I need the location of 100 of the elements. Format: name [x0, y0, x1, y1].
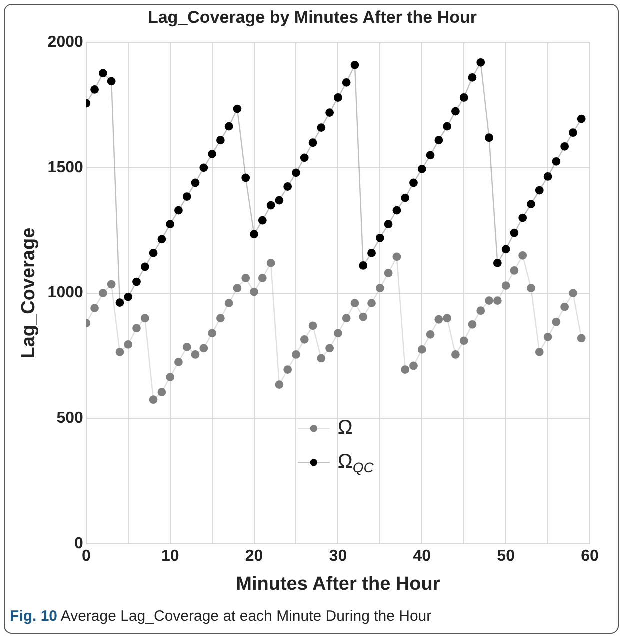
- point: [149, 396, 158, 404]
- point: [98, 289, 108, 298]
- point: [292, 350, 300, 359]
- point: [182, 343, 192, 352]
- x-tick-label: 40: [413, 548, 432, 566]
- point: [116, 298, 124, 308]
- point: [158, 235, 166, 244]
- point: [368, 299, 376, 308]
- y-tick-label: 1500: [48, 159, 84, 176]
- point: [300, 154, 309, 162]
- point: [443, 314, 452, 323]
- point: [275, 196, 284, 205]
- point: [577, 114, 586, 124]
- x-tick-label: 10: [161, 548, 180, 566]
- point: [200, 164, 208, 172]
- point: [401, 366, 410, 374]
- x-axis-title: Minutes After the Hour: [236, 574, 441, 595]
- point: [544, 332, 552, 342]
- point: [90, 304, 99, 313]
- x-tick-label: 50: [497, 548, 516, 566]
- point: [401, 194, 410, 202]
- point: [140, 262, 150, 272]
- point: [392, 206, 402, 215]
- point: [350, 60, 360, 70]
- point: [191, 178, 200, 188]
- point: [182, 192, 192, 201]
- point: [434, 136, 444, 145]
- point: [502, 282, 510, 290]
- point: [191, 350, 200, 359]
- point: [107, 280, 116, 289]
- point: [376, 234, 384, 242]
- x-tick-label: 60: [581, 548, 599, 566]
- point: [434, 315, 444, 324]
- point: [334, 94, 342, 102]
- point: [368, 248, 376, 258]
- point: [518, 214, 528, 222]
- point: [376, 284, 384, 292]
- point: [392, 252, 402, 262]
- point: [510, 228, 519, 238]
- point: [476, 58, 486, 67]
- point: [284, 366, 292, 374]
- point: [527, 200, 536, 208]
- point: [485, 134, 494, 142]
- point: [300, 335, 309, 344]
- y-axis-title: Lag_Coverage: [18, 228, 40, 359]
- point: [224, 122, 234, 131]
- x-tick-label: 20: [245, 548, 264, 566]
- point: [250, 288, 258, 296]
- point: [544, 172, 552, 181]
- point: [242, 174, 250, 182]
- point: [250, 230, 258, 239]
- point: [158, 388, 166, 397]
- point: [317, 124, 326, 132]
- point: [292, 168, 300, 178]
- point: [384, 220, 393, 229]
- point: [124, 292, 133, 302]
- point: [410, 178, 418, 188]
- point: [359, 262, 368, 270]
- point: [132, 324, 141, 333]
- point: [166, 220, 175, 229]
- point: [174, 358, 183, 366]
- point: [426, 151, 435, 160]
- point: [208, 150, 216, 158]
- point: [98, 69, 108, 78]
- point: [326, 108, 334, 117]
- point: [552, 318, 561, 326]
- point: [275, 380, 284, 390]
- y-tick-label: 1000: [48, 284, 84, 302]
- point: [140, 314, 150, 323]
- point: [284, 182, 292, 191]
- point: [577, 334, 586, 343]
- point: [308, 322, 318, 330]
- point: [174, 206, 183, 215]
- point: [426, 330, 435, 339]
- point: [476, 306, 486, 316]
- point: [493, 296, 502, 306]
- point: [132, 278, 141, 286]
- chart-title: Lag_Coverage by Minutes After the Hour: [146, 8, 478, 28]
- point: [308, 138, 318, 148]
- point: [535, 348, 544, 356]
- point: [510, 266, 519, 275]
- point: [418, 165, 426, 174]
- point: [107, 77, 116, 86]
- point: [342, 314, 351, 323]
- point: [90, 86, 99, 94]
- point: [342, 78, 351, 87]
- point: [359, 312, 368, 322]
- point: [350, 299, 360, 308]
- point: [149, 248, 158, 258]
- point: [258, 274, 267, 282]
- point: [552, 157, 561, 166]
- point: [200, 344, 208, 353]
- point: [242, 274, 250, 282]
- point: [258, 216, 267, 225]
- caption: Fig. 10 Average Lag_Coverage at each Minute During the Hour: [10, 608, 432, 625]
- x-tick-label: 30: [329, 548, 348, 566]
- point: [233, 104, 242, 114]
- point: [443, 122, 452, 131]
- point: [384, 269, 393, 278]
- y-tick-label: 0: [74, 535, 84, 552]
